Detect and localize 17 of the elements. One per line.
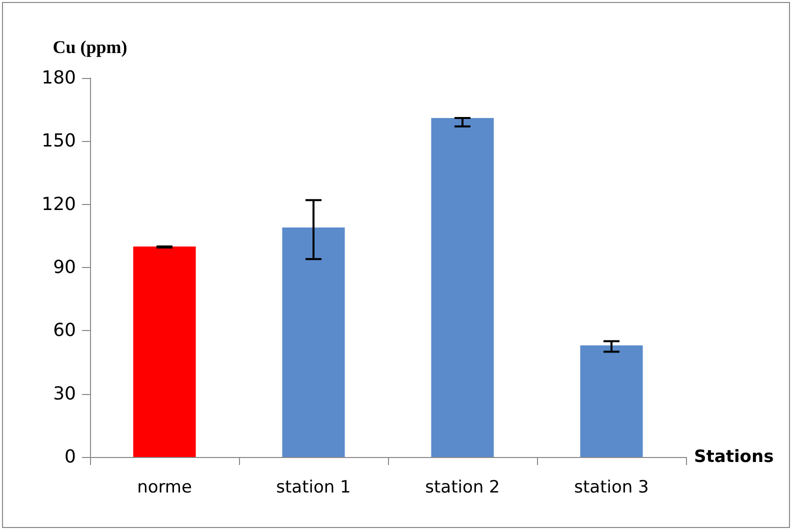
x-tick-label: station 2 — [425, 478, 500, 498]
x-tick-label: norme — [137, 478, 192, 498]
bar — [133, 246, 196, 457]
y-tick-label: 30 — [53, 383, 76, 404]
x-tick-label: station 3 — [574, 478, 649, 498]
x-tick-label: station 1 — [276, 478, 351, 498]
y-tick-label: 180 — [42, 68, 76, 88]
bar — [580, 345, 643, 457]
y-axis-title: Cu (ppm) — [52, 37, 128, 57]
bar — [431, 118, 494, 457]
x-axis-title: Stations — [694, 447, 774, 467]
y-tick-label: 120 — [42, 194, 76, 215]
y-tick-label: 0 — [64, 446, 76, 468]
bar — [282, 227, 345, 457]
y-tick-label: 60 — [53, 320, 76, 342]
y-tick-label: 90 — [53, 257, 76, 278]
y-tick-label: 150 — [42, 130, 76, 152]
